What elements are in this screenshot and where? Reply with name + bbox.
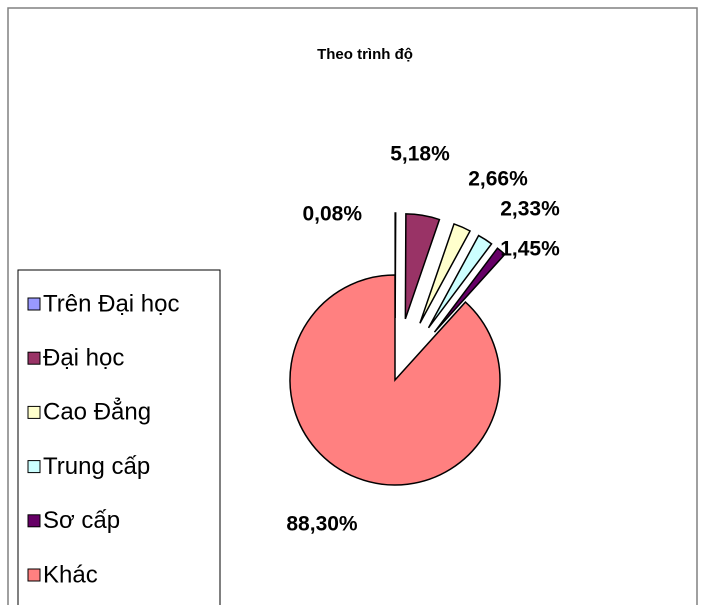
- data-label: 0,08%: [302, 203, 362, 226]
- data-label: 5,18%: [390, 143, 450, 166]
- legend-label: Khác: [43, 561, 98, 588]
- legend-label: Cao Đẳng: [43, 397, 151, 426]
- legend-swatch: [27, 460, 41, 474]
- data-label: 88,30%: [286, 513, 358, 536]
- legend-swatch: [27, 405, 41, 419]
- legend-label: Trung cấp: [43, 453, 150, 480]
- pie-slice: [404, 213, 441, 320]
- pie-slice: [394, 212, 397, 319]
- pie-slice: [433, 247, 506, 333]
- pie-slice: [419, 222, 472, 324]
- legend-swatch: [27, 514, 41, 528]
- legend-swatch: [27, 568, 41, 582]
- legend-label: Sơ cấp: [43, 507, 120, 534]
- chart-title: Theo trình độ: [317, 46, 413, 63]
- data-label: 2,33%: [500, 198, 560, 221]
- data-label: 2,66%: [468, 168, 528, 191]
- legend-box: [17, 269, 221, 605]
- data-label: 1,45%: [500, 238, 560, 261]
- pie-slice: [427, 234, 493, 329]
- legend-swatch: [27, 297, 41, 311]
- legend-label: Trên Đại học: [43, 290, 180, 317]
- pie-slice: [289, 274, 501, 486]
- legend-label: Đại học: [43, 345, 124, 372]
- legend-swatch: [27, 351, 41, 365]
